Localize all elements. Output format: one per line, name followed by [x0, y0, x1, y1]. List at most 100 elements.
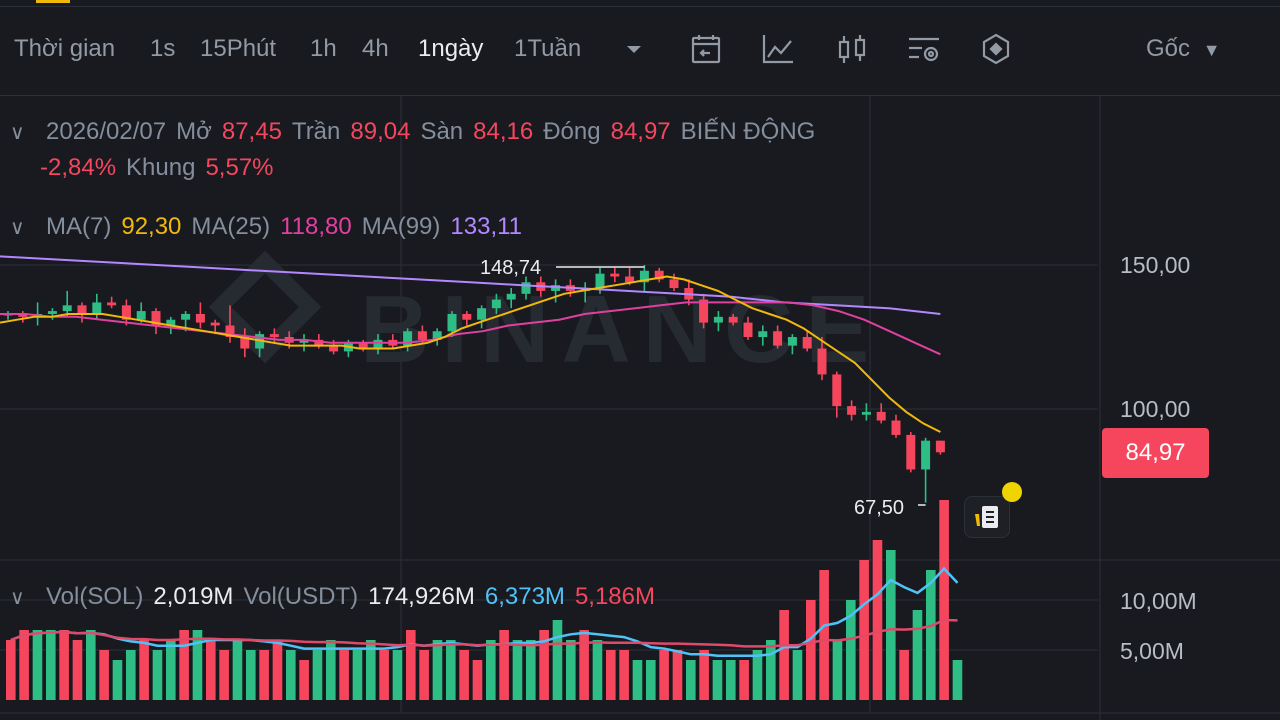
ma25-line — [0, 301, 941, 356]
candle-body — [758, 331, 768, 337]
candle-body — [77, 305, 87, 314]
change-label: BIẾN ĐỘNG — [680, 118, 816, 145]
candle-body — [121, 305, 131, 320]
candle-body — [447, 313, 457, 332]
candle-body — [403, 331, 413, 346]
vol-tick-5m: 5,00M — [1120, 638, 1184, 664]
volume-bar — [499, 630, 509, 700]
candle-body — [314, 339, 324, 346]
volume-bar — [432, 640, 443, 700]
vol-sol-value: 2,019M — [153, 583, 234, 610]
candle-body — [551, 285, 561, 291]
news-button[interactable] — [964, 496, 1010, 538]
open-label: Mở — [176, 118, 212, 145]
candle-body — [669, 279, 679, 289]
interval-1d[interactable]: 1ngày — [418, 35, 484, 62]
interval-1h[interactable]: 1h — [310, 35, 337, 62]
candles-icon[interactable] — [834, 31, 870, 67]
candle-body — [166, 319, 176, 326]
active-top-tab-indicator[interactable] — [36, 0, 70, 3]
volume-bar — [899, 650, 909, 700]
volume-bar — [806, 600, 816, 700]
vol-ma-a-value: 6,373M — [484, 583, 565, 610]
high-value: 89,04 — [350, 118, 411, 145]
source-label: Gốc — [1146, 35, 1191, 62]
volume-bar — [86, 630, 96, 700]
volume-bar — [219, 650, 229, 700]
volume-bar — [472, 660, 483, 700]
volume-bar — [419, 650, 429, 700]
settings-list-icon[interactable] — [906, 31, 942, 67]
chevron-down-icon[interactable] — [616, 31, 652, 67]
ma25-value: 118,80 — [280, 213, 352, 240]
candle-body — [654, 270, 664, 280]
open-value: 87,45 — [221, 118, 282, 145]
volume-bar — [326, 640, 336, 700]
candle-body — [329, 345, 339, 352]
chart-grid — [0, 96, 1280, 720]
volume-bar — [832, 640, 843, 700]
line-chart-icon[interactable] — [760, 31, 796, 67]
interval-15m[interactable]: 15Phút — [200, 35, 277, 62]
volume-bar — [579, 630, 589, 700]
volume-bar — [406, 630, 416, 700]
volume-bar — [286, 650, 296, 700]
candle-body — [876, 411, 886, 421]
volume-bar — [166, 640, 176, 700]
ohlc-date: 2026/02/07 — [46, 118, 167, 145]
interval-4h[interactable]: 4h — [362, 35, 389, 62]
volume-bar — [99, 650, 109, 700]
low-value: 84,16 — [473, 118, 534, 145]
volume-bar — [72, 640, 83, 700]
calendar-icon[interactable] — [688, 31, 724, 67]
candle-body — [506, 293, 516, 300]
y-tick-150: 150,00 — [1120, 252, 1191, 278]
candle-body — [639, 270, 649, 283]
candle-body — [787, 337, 797, 346]
candle-body — [595, 273, 605, 289]
ohlc-row-2: -2,84% Khung 5,57% — [40, 152, 284, 184]
volume-bar — [846, 600, 856, 700]
candle-body — [891, 420, 901, 435]
volume-bar — [152, 650, 163, 700]
volume-bar — [886, 550, 896, 700]
volume-bar — [299, 660, 309, 700]
volume-bar — [859, 560, 869, 700]
low-label: Sàn — [420, 118, 464, 145]
volume-bar — [539, 630, 549, 700]
hexagon-icon[interactable] — [978, 31, 1014, 67]
collapse-chevron-icon[interactable]: ∨ — [10, 217, 25, 239]
volume-bar — [552, 620, 563, 700]
vol-tick-10m: 10,00M — [1120, 588, 1197, 614]
candle-body — [817, 348, 827, 375]
ohlc-row: ∨ 2026/02/07 Mở 87,45 Trần 89,04 Sàn 84,16 Đóng 8… — [10, 116, 825, 149]
volume-bar — [912, 610, 923, 700]
volume-bar — [512, 640, 523, 700]
low-marker-label: 67,50 — [854, 497, 905, 519]
y-tick-100: 100,00 — [1120, 396, 1191, 422]
time-label: Thời gian — [14, 35, 116, 62]
candle-body — [151, 311, 161, 326]
volume-bar — [526, 640, 536, 700]
volume-bar — [672, 650, 683, 700]
top-strip — [0, 0, 1280, 7]
close-label: Đóng — [543, 118, 601, 145]
candle-body — [699, 299, 709, 323]
volume-bar — [752, 650, 763, 700]
volume-bar — [6, 640, 16, 700]
volume-bar — [446, 640, 456, 700]
collapse-chevron-icon[interactable]: ∨ — [10, 587, 25, 609]
interval-1w[interactable]: 1Tuần — [514, 35, 582, 62]
collapse-chevron-icon[interactable]: ∨ — [10, 122, 25, 144]
candle-body — [417, 331, 427, 340]
volume-bar — [632, 660, 643, 700]
close-value: 84,97 — [610, 118, 671, 145]
candle-body — [210, 322, 220, 326]
ma7-value: 92,30 — [121, 213, 182, 240]
ma25-label: MA(25) — [191, 213, 271, 240]
interval-1s[interactable]: 1s — [150, 35, 176, 62]
source-selector[interactable]: Gốc ▼ — [1146, 34, 1221, 65]
candle-body — [802, 337, 812, 349]
volume-bar — [699, 650, 709, 700]
